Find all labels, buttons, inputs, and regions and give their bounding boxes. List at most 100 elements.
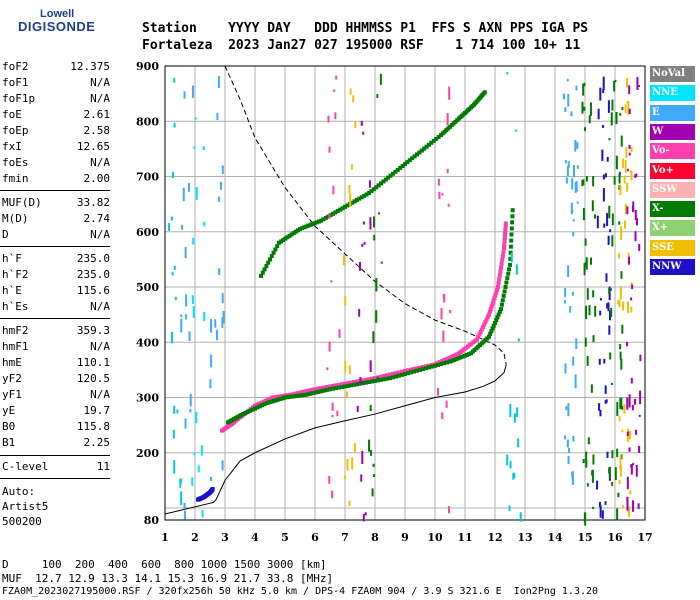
- noise-mark: [570, 111, 573, 117]
- echo-mark: [382, 374, 386, 379]
- noise-mark: [519, 512, 522, 522]
- noise-mark: [619, 344, 622, 350]
- legend-item: X-: [650, 201, 695, 218]
- noise-mark: [349, 88, 352, 95]
- noise-mark: [585, 451, 588, 462]
- echo-mark: [500, 257, 505, 262]
- echo-mark: [418, 367, 422, 372]
- noise-mark: [173, 77, 176, 83]
- noise-mark: [172, 429, 175, 439]
- noise-mark: [599, 297, 602, 301]
- noise-mark: [346, 458, 349, 471]
- echo-mark: [379, 374, 383, 379]
- noise-mark: [618, 299, 621, 308]
- echo-mark: [283, 395, 287, 400]
- noise-mark: [574, 374, 577, 389]
- noise-mark: [631, 284, 634, 290]
- echo-mark: [412, 366, 416, 371]
- y-tick-label: 700: [136, 171, 159, 184]
- param-row: h`F2 235.0: [2, 268, 110, 282]
- echo-mark: [326, 214, 331, 219]
- noise-mark: [380, 261, 383, 264]
- noise-mark: [630, 464, 633, 475]
- echo-mark: [328, 384, 332, 389]
- echo-mark: [494, 318, 499, 323]
- noise-mark: [173, 405, 176, 414]
- noise-mark: [564, 159, 567, 164]
- echo-mark: [452, 357, 457, 362]
- noise-mark: [348, 365, 351, 374]
- echo-mark: [405, 160, 410, 165]
- echo-mark: [510, 214, 515, 219]
- noise-mark: [214, 319, 217, 328]
- param-label: foF1p: [2, 92, 36, 105]
- echo-mark: [346, 383, 350, 388]
- param-value: N/A: [90, 76, 110, 89]
- x-tick-label: 1: [161, 531, 169, 544]
- noise-mark: [604, 385, 607, 394]
- noise-mark: [583, 263, 586, 276]
- echo-mark: [322, 385, 326, 390]
- noise-mark: [631, 404, 634, 411]
- noise-mark: [210, 354, 213, 368]
- echo-mark: [319, 218, 323, 223]
- param-label: hmF1: [2, 340, 29, 353]
- echo-mark: [476, 335, 481, 340]
- noise-mark: [576, 201, 579, 204]
- echo-mark: [259, 273, 263, 278]
- noise-mark: [328, 341, 331, 352]
- x-tick-label: 8: [371, 531, 379, 544]
- separator: [0, 455, 110, 456]
- noise-mark: [564, 363, 567, 374]
- noise-mark: [592, 176, 595, 187]
- echo-mark: [334, 383, 338, 388]
- echo-mark: [343, 381, 347, 386]
- echo-mark: [304, 392, 308, 397]
- echo-mark: [319, 386, 323, 391]
- noise-mark: [618, 416, 621, 422]
- noise-mark: [332, 185, 335, 195]
- param-row: fxI 12.65: [2, 140, 110, 154]
- noise-mark: [566, 439, 569, 448]
- noise-mark: [636, 77, 639, 90]
- echo-mark: [478, 330, 483, 335]
- echo-mark: [508, 250, 513, 255]
- noise-mark: [584, 127, 587, 131]
- noise-mark: [567, 265, 570, 278]
- echo-mark: [293, 391, 298, 396]
- noise-mark: [626, 168, 629, 172]
- noise-mark: [576, 142, 579, 149]
- echo-mark: [502, 243, 507, 248]
- echo-mark: [355, 379, 359, 384]
- noise-mark: [589, 257, 592, 265]
- echo-mark: [430, 364, 434, 369]
- echo-mark: [285, 235, 290, 240]
- noise-mark: [628, 431, 631, 440]
- echo-mark: [434, 136, 439, 141]
- noise-mark: [189, 394, 192, 407]
- noise-mark: [585, 460, 588, 468]
- separator: [0, 246, 110, 247]
- echo-mark: [308, 222, 313, 227]
- echo-mark: [343, 204, 347, 209]
- noise-mark: [368, 439, 371, 452]
- noise-mark: [599, 505, 602, 518]
- noise-mark: [328, 146, 331, 153]
- noise-mark: [571, 291, 574, 296]
- noise-mark: [607, 100, 610, 113]
- auto-program: Artist5: [2, 500, 49, 513]
- echo-mark: [454, 357, 459, 362]
- echo-mark: [490, 326, 495, 331]
- echo-mark: [436, 362, 440, 367]
- noise-mark: [354, 121, 357, 129]
- echo-mark: [331, 383, 335, 388]
- echo-mark: [367, 380, 371, 385]
- noise-mark: [192, 306, 195, 318]
- noise-mark: [582, 179, 585, 186]
- noise-mark: [609, 229, 612, 233]
- noise-mark: [620, 271, 623, 279]
- noise-mark: [369, 217, 372, 230]
- param-value: N/A: [90, 388, 110, 401]
- echo-mark: [293, 229, 298, 234]
- echo-mark: [510, 220, 515, 225]
